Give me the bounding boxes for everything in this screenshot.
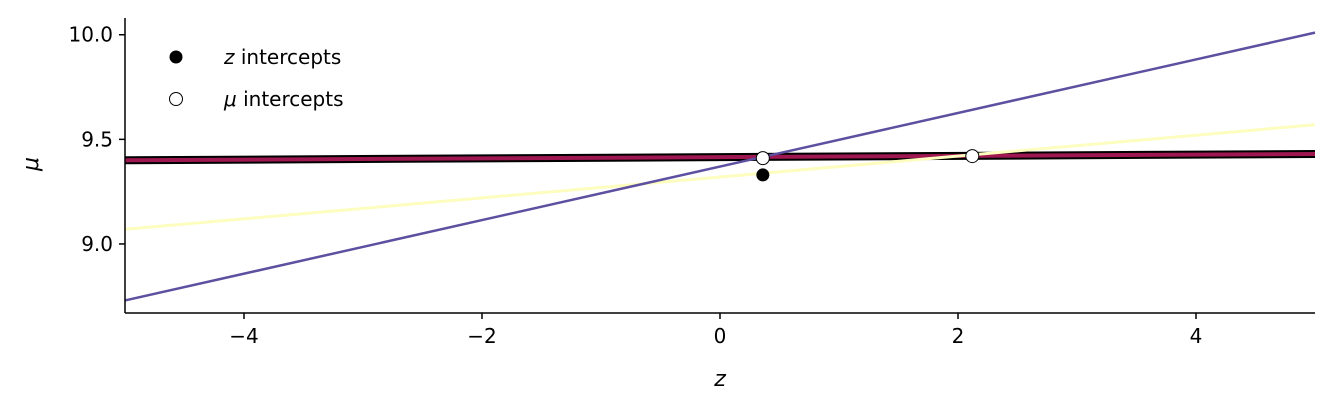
z-intercept-point <box>756 168 770 182</box>
x-tick-label: −2 <box>467 324 496 348</box>
series-line-3 <box>124 31 1316 302</box>
legend-marker-z-intercepts <box>169 50 183 64</box>
legend-label-z-intercepts: z intercepts <box>223 45 341 69</box>
intercept-points <box>755 149 980 182</box>
y-tick-label: 9.0 <box>81 232 113 256</box>
mu-intercept-point <box>965 149 980 164</box>
x-tick-label: 4 <box>1190 324 1203 348</box>
legend-label-mu-intercepts: μ intercepts <box>223 87 344 111</box>
x-tick-label: 0 <box>714 324 727 348</box>
legend: z intercepts μ intercepts <box>169 45 344 111</box>
y-tick-label: 9.5 <box>81 127 113 151</box>
y-axis-label: μ <box>19 157 44 172</box>
axes: −4 −2 0 2 4 9.0 9.5 10.0 <box>68 18 1315 348</box>
series-line-2 <box>124 123 1316 231</box>
series-line-1 <box>124 151 1316 163</box>
x-axis-label: z <box>713 367 726 392</box>
x-tick-label: −4 <box>229 324 258 348</box>
mu-intercept-point <box>755 151 770 166</box>
series-lines <box>124 31 1316 302</box>
legend-marker-mu-intercepts <box>169 92 183 106</box>
y-tick-label: 10.0 <box>68 23 113 47</box>
x-tick-label: 2 <box>952 324 965 348</box>
